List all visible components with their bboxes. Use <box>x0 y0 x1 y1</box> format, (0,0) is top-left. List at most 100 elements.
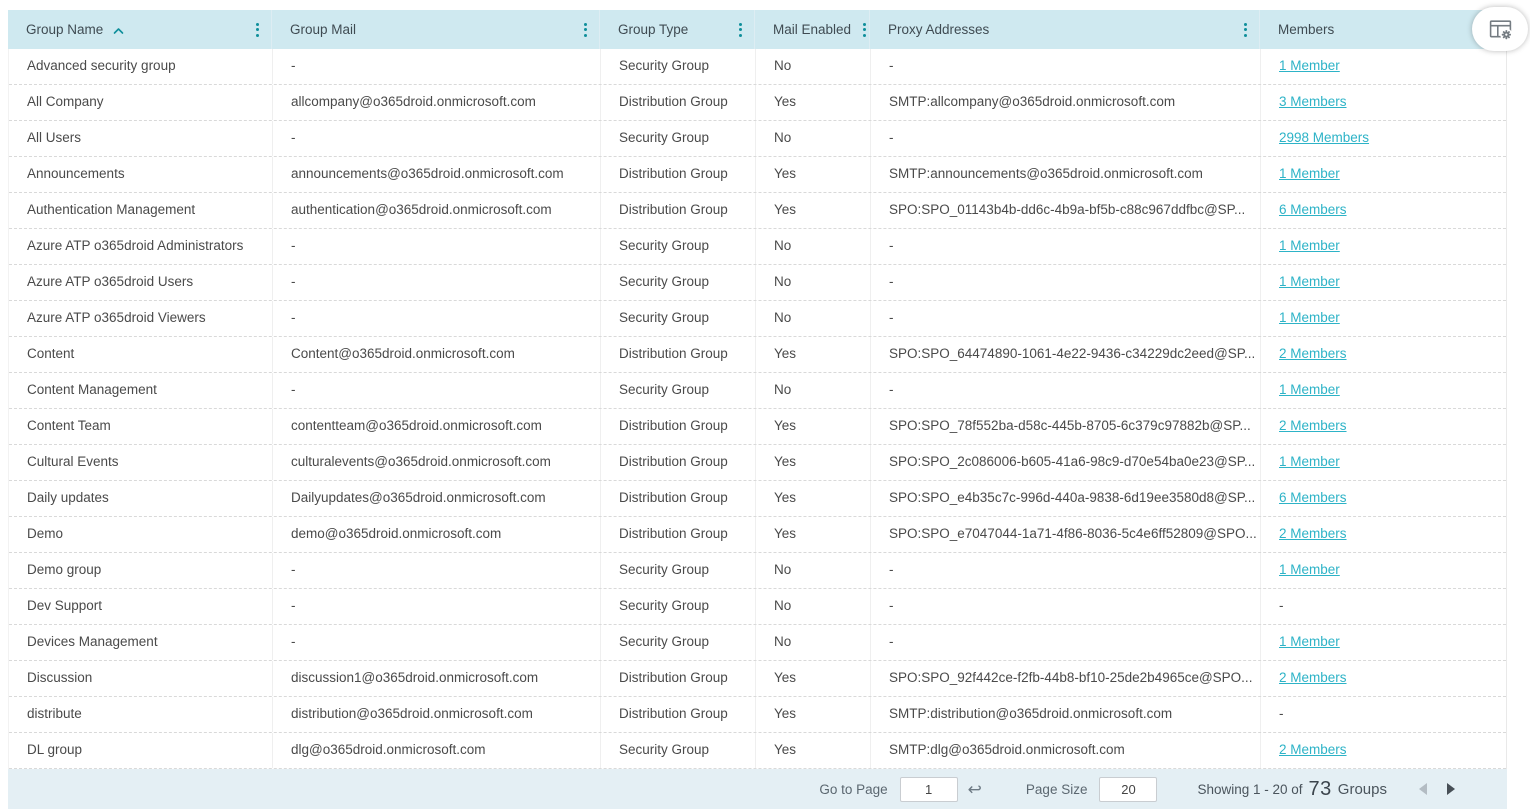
cell-proxy-addresses: - <box>871 49 1261 84</box>
table-row[interactable]: Demo group - Security Group No - 1 Membe… <box>9 553 1506 589</box>
column-header-label: Proxy Addresses <box>888 22 990 37</box>
column-header-group-mail[interactable]: Group Mail <box>272 10 600 49</box>
members-link[interactable]: 1 Member <box>1279 634 1340 649</box>
showing-text: Showing 1 - 20 of 73 Groups <box>1197 778 1387 801</box>
table-row[interactable]: distribute distribution@o365droid.onmicr… <box>9 697 1506 733</box>
cell-group-mail: contentteam@o365droid.onmicrosoft.com <box>273 409 601 444</box>
cell-mail-enabled: Yes <box>756 193 871 228</box>
members-link[interactable]: 1 Member <box>1279 238 1340 253</box>
cell-mail-enabled: No <box>756 373 871 408</box>
cell-group-name: Azure ATP o365droid Administrators <box>9 229 273 264</box>
members-link[interactable]: 1 Member <box>1279 58 1340 73</box>
table-row[interactable]: DL group dlg@o365droid.onmicrosoft.com S… <box>9 733 1506 769</box>
cell-proxy-addresses: SMTP:announcements@o365droid.onmicrosoft… <box>871 157 1261 192</box>
table-row[interactable]: Azure ATP o365droid Administrators - Sec… <box>9 229 1506 265</box>
members-link[interactable]: 1 Member <box>1279 454 1340 469</box>
column-header-group-name[interactable]: Group Name <box>8 10 272 49</box>
cell-members: 2 Members <box>1261 733 1506 768</box>
table-row[interactable]: Discussion discussion1@o365droid.onmicro… <box>9 661 1506 697</box>
members-link[interactable]: 6 Members <box>1279 202 1347 217</box>
cell-mail-enabled: Yes <box>756 697 871 732</box>
table-row[interactable]: Devices Management - Security Group No -… <box>9 625 1506 661</box>
cell-proxy-addresses: SMTP:distribution@o365droid.onmicrosoft.… <box>871 697 1261 732</box>
column-menu-icon[interactable] <box>1242 19 1249 41</box>
cell-proxy-addresses: - <box>871 301 1261 336</box>
table-row[interactable]: Content Content@o365droid.onmicrosoft.co… <box>9 337 1506 373</box>
members-link[interactable]: 2 Members <box>1279 742 1347 757</box>
table-row[interactable]: Daily updates Dailyupdates@o365droid.onm… <box>9 481 1506 517</box>
cell-proxy-addresses: - <box>871 553 1261 588</box>
cell-group-type: Security Group <box>601 373 756 408</box>
members-link[interactable]: 2 Members <box>1279 418 1347 433</box>
cell-mail-enabled: Yes <box>756 661 871 696</box>
column-header-mail-enabled[interactable]: Mail Enabled <box>755 10 870 49</box>
cell-mail-enabled: Yes <box>756 481 871 516</box>
cell-group-type: Security Group <box>601 553 756 588</box>
cell-mail-enabled: No <box>756 589 871 624</box>
table-row[interactable]: Azure ATP o365droid Viewers - Security G… <box>9 301 1506 337</box>
column-header-group-type[interactable]: Group Type <box>600 10 755 49</box>
next-page-button[interactable] <box>1443 781 1459 797</box>
pagination-bar: Go to Page ↩ Page Size Showing 1 - 20 of… <box>8 769 1507 809</box>
members-link[interactable]: 6 Members <box>1279 490 1347 505</box>
cell-mail-enabled: Yes <box>756 517 871 552</box>
cell-proxy-addresses: - <box>871 589 1261 624</box>
members-link[interactable]: 1 Member <box>1279 310 1340 325</box>
members-link[interactable]: 1 Member <box>1279 274 1340 289</box>
cell-mail-enabled: No <box>756 121 871 156</box>
members-link[interactable]: 2 Members <box>1279 346 1347 361</box>
table-row[interactable]: Demo demo@o365droid.onmicrosoft.com Dist… <box>9 517 1506 553</box>
cell-group-type: Security Group <box>601 625 756 660</box>
cell-group-name: Content Management <box>9 373 273 408</box>
showing-range: Showing 1 - 20 of <box>1197 781 1303 797</box>
column-header-members[interactable]: Members <box>1260 10 1507 49</box>
sort-ascending-icon <box>113 27 124 34</box>
table-row[interactable]: Content Team contentteam@o365droid.onmic… <box>9 409 1506 445</box>
members-link[interactable]: 2998 Members <box>1279 130 1370 145</box>
page-size-label: Page Size <box>1025 781 1088 797</box>
members-link[interactable]: 1 Member <box>1279 166 1340 181</box>
cell-members: 2 Members <box>1261 517 1506 552</box>
column-settings-button[interactable] <box>1472 7 1528 51</box>
table-row[interactable]: Azure ATP o365droid Users - Security Gro… <box>9 265 1506 301</box>
previous-page-button[interactable] <box>1415 781 1431 797</box>
cell-group-type: Distribution Group <box>601 409 756 444</box>
table-row[interactable]: Authentication Management authentication… <box>9 193 1506 229</box>
table-row[interactable]: All Company allcompany@o365droid.onmicro… <box>9 85 1506 121</box>
cell-proxy-addresses: - <box>871 265 1261 300</box>
table-row[interactable]: Cultural Events culturalevents@o365droid… <box>9 445 1506 481</box>
table-row[interactable]: Advanced security group - Security Group… <box>9 49 1506 85</box>
members-link[interactable]: 1 Member <box>1279 562 1340 577</box>
table-row[interactable]: Content Management - Security Group No -… <box>9 373 1506 409</box>
cell-proxy-addresses: SPO:SPO_2c086006-b605-41a6-98c9-d70e54ba… <box>871 445 1261 480</box>
cell-members: - <box>1279 598 1284 613</box>
column-menu-icon[interactable] <box>254 19 261 41</box>
go-to-page-input[interactable] <box>899 776 958 802</box>
cell-members: 2 Members <box>1261 409 1506 444</box>
cell-proxy-addresses: SPO:SPO_64474890-1061-4e22-9436-c34229dc… <box>871 337 1261 372</box>
cell-group-mail: - <box>273 301 601 336</box>
members-link[interactable]: 1 Member <box>1279 382 1340 397</box>
table-row[interactable]: All Users - Security Group No - 2998 Mem… <box>9 121 1506 157</box>
page-size-input[interactable] <box>1099 776 1158 802</box>
cell-mail-enabled: No <box>756 265 871 300</box>
column-menu-icon[interactable] <box>582 19 589 41</box>
cell-members: 6 Members <box>1261 193 1506 228</box>
column-menu-icon[interactable] <box>737 19 744 41</box>
cell-group-name: Announcements <box>9 157 273 192</box>
cell-members: 3 Members <box>1261 85 1506 120</box>
cell-group-type: Security Group <box>601 733 756 768</box>
members-link[interactable]: 2 Members <box>1279 670 1347 685</box>
cell-mail-enabled: No <box>756 49 871 84</box>
column-menu-icon[interactable] <box>861 19 868 41</box>
members-link[interactable]: 2 Members <box>1279 526 1347 541</box>
enter-return-icon[interactable]: ↩ <box>967 779 982 799</box>
members-link[interactable]: 3 Members <box>1279 94 1347 109</box>
column-header-proxy-addresses[interactable]: Proxy Addresses <box>870 10 1260 49</box>
cell-members: 1 Member <box>1261 301 1506 336</box>
cell-members: 1 Member <box>1261 625 1506 660</box>
table-row[interactable]: Dev Support - Security Group No - - <box>9 589 1506 625</box>
cell-mail-enabled: Yes <box>756 409 871 444</box>
table-row[interactable]: Announcements announcements@o365droid.on… <box>9 157 1506 193</box>
